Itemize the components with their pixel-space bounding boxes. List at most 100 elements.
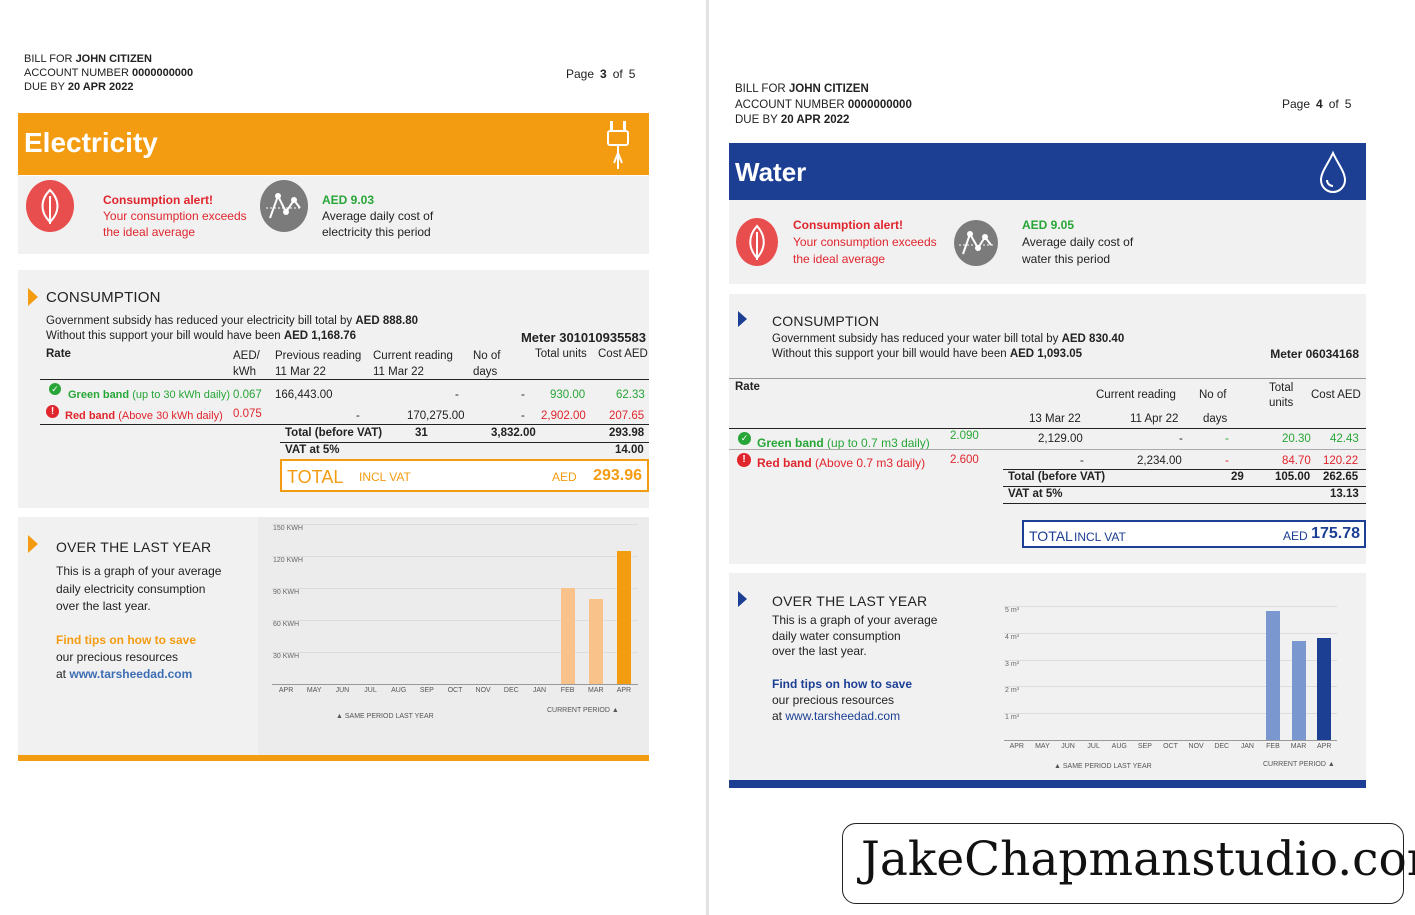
customer-name: JOHN CITIZEN: [788, 83, 869, 95]
year-line1: This is a graph of your average: [56, 564, 222, 578]
col-units-2: units: [1269, 397, 1294, 409]
alert-line2: the ideal average: [103, 225, 196, 239]
grid-line: [272, 620, 638, 621]
tips-link[interactable]: Find tips on how to save: [56, 633, 197, 647]
col-aed-kwh: AED/kWh: [233, 348, 260, 380]
x-tick-label: MAR: [587, 687, 604, 694]
bill-header: BILL FOR JOHN CITIZEN ACCOUNT NUMBER 000…: [735, 82, 912, 129]
due-label: DUE BY: [735, 114, 778, 126]
subsidy-text: Government subsidy has reduced your elec…: [46, 314, 418, 344]
alert-title: Consumption alert!: [103, 193, 213, 207]
date-prev: 13 Mar 22: [1029, 413, 1081, 425]
water-page: BILL FOR JOHN CITIZEN ACCOUNT NUMBER 000…: [709, 0, 1415, 915]
due-date: 20 APR 2022: [780, 114, 850, 126]
subsidy-line: Government subsidy has reduced your wate…: [772, 333, 1059, 345]
page-label: Page: [566, 67, 595, 81]
leaf-alert-icon: [736, 218, 778, 266]
website-link[interactable]: www.tarsheedad.com: [785, 709, 901, 723]
green-prev: 166,443.00: [275, 389, 333, 401]
meter-number: Meter 06034168: [1270, 347, 1359, 361]
account-label: ACCOUNT NUMBER: [735, 98, 845, 111]
total-before-days: 31: [415, 427, 428, 439]
vat-cost: 13.13: [1330, 488, 1359, 500]
account-label: ACCOUNT NUMBER: [24, 67, 129, 79]
x-tick-label: SEP: [1137, 743, 1152, 750]
electricity-chart: 30 KWH 60 KWH 90 KWH 120 KWH 150 KWH APR MAY JU…: [258, 517, 649, 755]
header-rule: [40, 379, 649, 380]
red-days: -: [1225, 455, 1229, 467]
y-tick-label: 5 m³: [1005, 607, 1019, 614]
col-cost: Cost AED: [598, 348, 648, 360]
alert-panel: Consumption alert! Your consumption exce…: [18, 176, 649, 254]
total-before-label: Total (before VAT): [285, 427, 383, 439]
check-icon: ✓: [49, 383, 61, 395]
green-cost: 42.43: [1330, 433, 1359, 445]
graph-icon: [954, 220, 998, 266]
green-band-label: Green band (up to 0.7 m3 daily): [757, 436, 930, 450]
total-before-cost: 293.98: [609, 427, 645, 439]
grid-line: [272, 588, 638, 589]
x-tick-label: OCT: [447, 687, 463, 694]
green-band-desc: (up to 0.7 m3 daily): [827, 436, 930, 450]
vat-rule: [1003, 486, 1366, 487]
red-curr: 170,275.00: [407, 410, 465, 422]
bill-for-label: BILL FOR: [24, 53, 73, 65]
y-tick-label: 4 m³: [1005, 633, 1019, 641]
consumption-title: CONSUMPTION: [46, 289, 161, 306]
tips-text: Find tips on how to save our precious re…: [56, 632, 196, 683]
x-tick-label: MAY: [1035, 743, 1050, 750]
red-cost: 207.65: [609, 410, 645, 422]
at-label: at: [772, 709, 783, 723]
vat-rule: [280, 442, 649, 443]
incl-vat-label: INCL VAT: [1074, 530, 1126, 544]
x-tick-label: JUN: [335, 687, 350, 694]
consumption-title: CONSUMPTION: [772, 313, 880, 329]
col-rate: Rate: [735, 381, 760, 393]
col-prev-2: 11 Mar 22: [275, 366, 326, 378]
page-of: of: [1328, 97, 1339, 111]
consumption-panel: CONSUMPTION Government subsidy has reduc…: [18, 270, 649, 508]
x-tick-label: JUL: [1087, 743, 1100, 750]
red-band-desc: (Above 0.7 m3 daily): [815, 456, 926, 470]
chart-bar: [560, 588, 575, 684]
y-tick-label: 3 m³: [1005, 660, 1019, 668]
website-link[interactable]: www.tarsheedad.com: [69, 667, 193, 681]
col-curr-2: 11 Mar 22: [373, 366, 424, 378]
col-aed-kwh-2: kWh: [233, 366, 256, 378]
customer-name: JOHN CITIZEN: [75, 53, 152, 65]
aed-label: AED: [552, 470, 577, 484]
total-box: TOTAL INCL VAT AED 293.96: [280, 459, 649, 492]
due-date: 20 APR 2022: [67, 81, 134, 93]
tips-line: our precious resources: [772, 693, 895, 707]
green-rate: 0.067: [233, 389, 262, 401]
consumption-alert: Consumption alert! Your consumption exce…: [793, 217, 937, 268]
row-rule: [729, 449, 1366, 450]
date-curr: 11 Apr 22: [1130, 413, 1179, 425]
warning-icon: !: [46, 405, 59, 418]
page-total: 5: [1344, 97, 1352, 111]
tips-text: Find tips on how to save our precious re…: [772, 676, 912, 724]
year-title: OVER THE LAST YEAR: [56, 539, 212, 555]
grid-line: [272, 652, 638, 653]
col-aed-kwh-1: AED/: [233, 350, 260, 362]
green-curr: -: [455, 389, 459, 401]
vat-label: VAT at 5%: [285, 444, 340, 456]
without-line: Without this support your bill would hav…: [46, 330, 281, 342]
year-text: This is a graph of your average daily wa…: [772, 613, 937, 660]
without-amount: AED 1,168.76: [283, 330, 357, 342]
green-band-name: Green band: [757, 436, 824, 450]
x-tick-label: SEP: [419, 687, 434, 694]
x-tick-label: DEC: [1214, 743, 1230, 750]
legend-same-period: ▲ SAME PERIOD LAST YEAR: [336, 713, 434, 720]
section-arrow-icon: [28, 535, 38, 553]
page-number: Page 3 of 5: [566, 67, 641, 81]
page-of: of: [612, 67, 623, 81]
avg-line1: Average daily cost of: [322, 209, 434, 223]
avg-line1: Average daily cost of: [1022, 235, 1134, 249]
x-tick-label: MAR: [1290, 743, 1307, 750]
aed-label: AED: [1283, 529, 1308, 543]
tips-link[interactable]: Find tips on how to save: [772, 677, 913, 691]
col-days-2: days: [473, 366, 498, 378]
alert-line1: Your consumption exceeds: [103, 209, 247, 223]
y-tick-label: 60 KWH: [273, 621, 300, 628]
